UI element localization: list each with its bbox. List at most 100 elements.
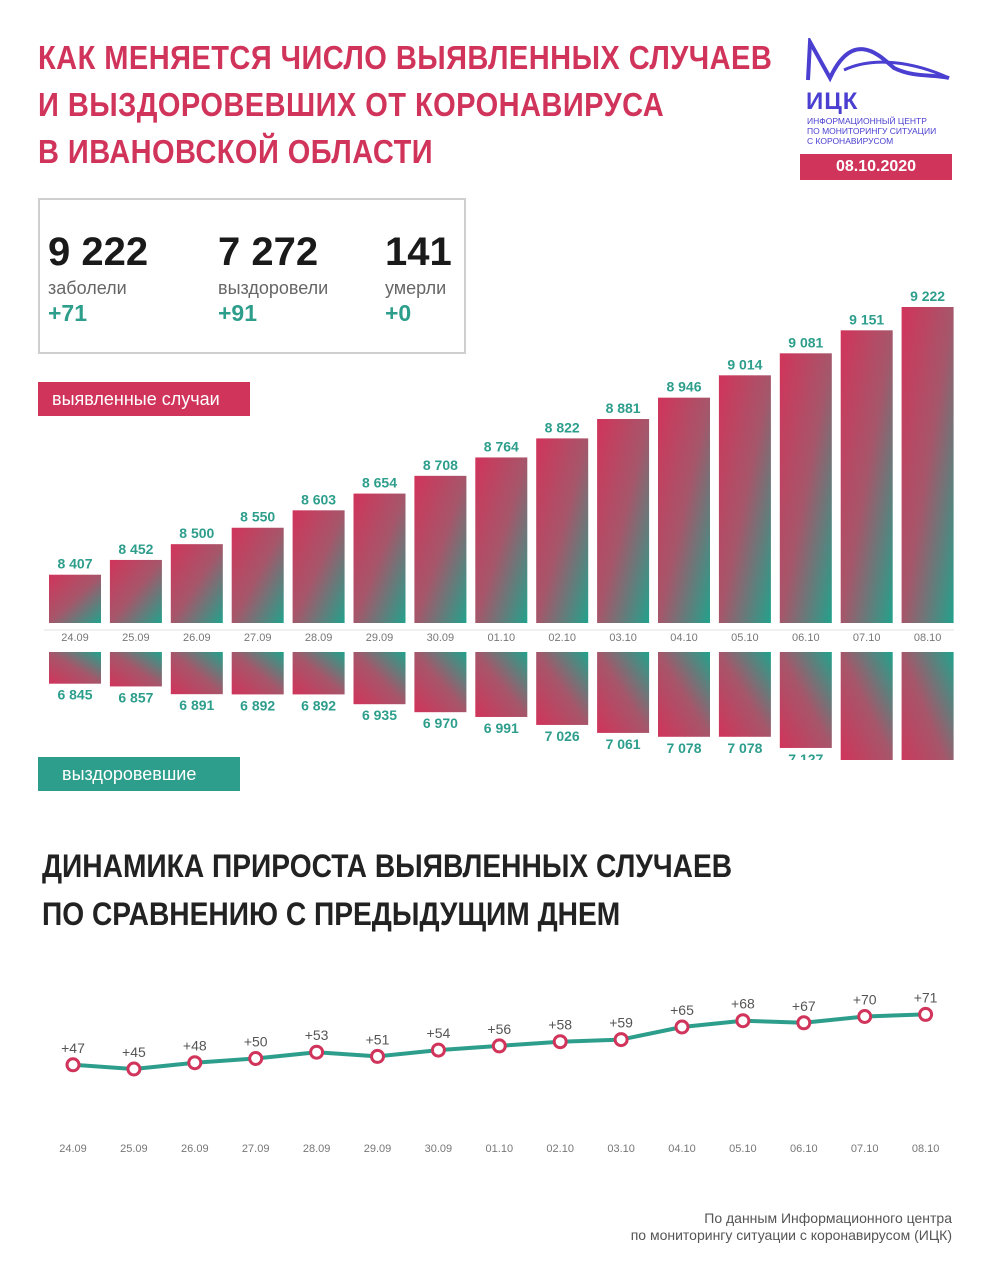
cases-value-label: 8 603 — [301, 491, 336, 507]
page-title: КАК МЕНЯЕТСЯ ЧИСЛО ВЫЯВЛЕННЫХ СЛУЧАЕВ И … — [38, 34, 772, 175]
growth-date-tick: 04.10 — [668, 1143, 696, 1155]
cases-bar — [718, 375, 771, 623]
title-line-2: И ВЫЗДОРОВЕВШИХ ОТ КОРОНАВИРУСА — [38, 86, 665, 123]
cases-value-label: 8 654 — [362, 475, 397, 491]
growth-date-tick: 07.10 — [851, 1143, 879, 1155]
recovered-bar — [901, 652, 954, 760]
growth-point — [735, 1013, 751, 1029]
growth-value-label: +54 — [427, 1025, 451, 1041]
recovered-value-label: 7 061 — [606, 736, 641, 752]
recovered-value-label: 6 892 — [240, 697, 275, 713]
cases-value-label: 9 014 — [727, 356, 762, 372]
recovered-bar — [840, 652, 893, 760]
growth-value-label: +67 — [792, 998, 816, 1014]
cases-value-label: 8 407 — [57, 556, 92, 572]
cases-value-label: 9 151 — [849, 311, 884, 327]
stat-delta: +0 — [385, 300, 412, 326]
growth-point — [187, 1055, 203, 1071]
date-tick-label: 01.10 — [488, 632, 516, 644]
growth-value-label: +45 — [122, 1044, 146, 1060]
recovered-value-label: 7 127 — [788, 751, 823, 760]
growth-point — [552, 1034, 568, 1050]
growth-value-label: +70 — [853, 992, 877, 1008]
growth-title-line-1: ДИНАМИКА ПРИРОСТА ВЫЯВЛЕННЫХ СЛУЧАЕВ — [42, 848, 733, 884]
growth-date-tick: 26.09 — [181, 1143, 209, 1155]
date-tick-label: 28.09 — [305, 632, 333, 644]
stat-label: заболели — [48, 278, 127, 298]
stat-delta: +91 — [218, 300, 258, 326]
date-tick-label: 07.10 — [853, 632, 881, 644]
source-note: По данным Информационного центра по мони… — [630, 1210, 952, 1243]
growth-value-label: +48 — [183, 1038, 207, 1054]
cases-bar — [353, 493, 406, 623]
growth-chart-title: ДИНАМИКА ПРИРОСТА ВЫЯВЛЕННЫХ СЛУЧАЕВ ПО … — [42, 842, 732, 938]
growth-point — [65, 1057, 81, 1073]
date-tick-label: 30.09 — [427, 632, 455, 644]
growth-value-label: +65 — [670, 1002, 694, 1018]
recovered-value-label: 7 078 — [727, 740, 762, 756]
growth-point — [126, 1061, 142, 1077]
title-line-1: КАК МЕНЯЕТСЯ ЧИСЛО ВЫЯВЛЕННЫХ СЛУЧАЕВ — [38, 39, 773, 76]
growth-value-label: +47 — [61, 1040, 85, 1056]
growth-point — [796, 1015, 812, 1031]
cases-bar — [170, 544, 223, 623]
growth-date-tick: 30.09 — [425, 1143, 453, 1155]
stat-value: 7 272 — [218, 230, 319, 274]
date-tick-label: 05.10 — [731, 632, 759, 644]
growth-date-tick: 02.10 — [546, 1143, 574, 1155]
recovered-value-label: 7 026 — [545, 728, 580, 744]
title-line-3: В ИВАНОВСКОЙ ОБЛАСТИ — [38, 133, 434, 170]
recovered-value-label: 7 078 — [666, 740, 701, 756]
line-chart: +47 24.09 +45 25.09 +48 26.09 +50 27.09 +53 28.09… — [59, 989, 939, 1155]
growth-date-tick: 24.09 — [59, 1143, 87, 1155]
recovered-bar — [414, 652, 467, 713]
recovered-bar — [658, 652, 710, 737]
recovered-value-label: 6 891 — [179, 697, 214, 713]
stat-deaths: 141 умерли +0 — [385, 230, 452, 327]
cases-bar — [658, 397, 710, 623]
growth-point — [918, 1006, 934, 1022]
growth-date-tick: 29.09 — [364, 1143, 392, 1155]
recovered-bar — [109, 652, 162, 687]
growth-point — [674, 1019, 690, 1035]
logo-name: ИЦК — [806, 88, 859, 115]
date-tick-label: 03.10 — [609, 632, 637, 644]
cases-bar — [901, 307, 954, 623]
growth-value-label: +53 — [305, 1027, 329, 1043]
growth-date-tick: 01.10 — [486, 1143, 514, 1155]
growth-value-label: +51 — [366, 1031, 390, 1047]
growth-point — [430, 1042, 446, 1058]
date-tick-label: 06.10 — [792, 632, 820, 644]
cases-bar — [231, 527, 284, 623]
growth-date-tick: 27.09 — [242, 1143, 270, 1155]
cases-value-label: 8 500 — [179, 525, 214, 541]
stats-panel: 9 222 заболели +71 7 272 выздоровели +91… — [38, 198, 466, 354]
growth-title-line-2: ПО СРАВНЕНИЮ С ПРЕДЫДУЩИМ ДНЕМ — [42, 896, 621, 932]
date-tick-label: 26.09 — [183, 632, 211, 644]
stat-value: 9 222 — [48, 230, 149, 274]
growth-point — [613, 1032, 629, 1048]
recovered-bar — [597, 652, 650, 733]
recovered-bar — [231, 652, 284, 695]
growth-value-label: +50 — [244, 1034, 268, 1050]
growth-value-label: +71 — [914, 989, 938, 1005]
recovered-bar — [779, 652, 832, 748]
recovered-series-tag: выздоровевшие — [38, 757, 240, 791]
recovered-bar — [49, 652, 101, 684]
cases-value-label: 8 452 — [118, 541, 153, 557]
recovered-value-label: 6 845 — [57, 687, 92, 703]
growth-point — [309, 1044, 325, 1060]
recovered-bar — [718, 652, 771, 737]
growth-value-label: +56 — [487, 1021, 511, 1037]
date-tick-label: 24.09 — [61, 632, 89, 644]
growth-date-tick: 05.10 — [729, 1143, 757, 1155]
recovered-value-label: 6 935 — [362, 707, 397, 723]
cases-bar — [779, 353, 832, 623]
recovered-value-label: 6 991 — [484, 720, 519, 736]
growth-date-tick: 28.09 — [303, 1143, 331, 1155]
recovered-value-label: 6 857 — [118, 689, 153, 705]
growth-point — [248, 1051, 264, 1066]
growth-value-label: +59 — [609, 1015, 633, 1031]
recovered-value-label: 6 892 — [301, 697, 336, 713]
cases-value-label: 8 550 — [240, 509, 275, 525]
